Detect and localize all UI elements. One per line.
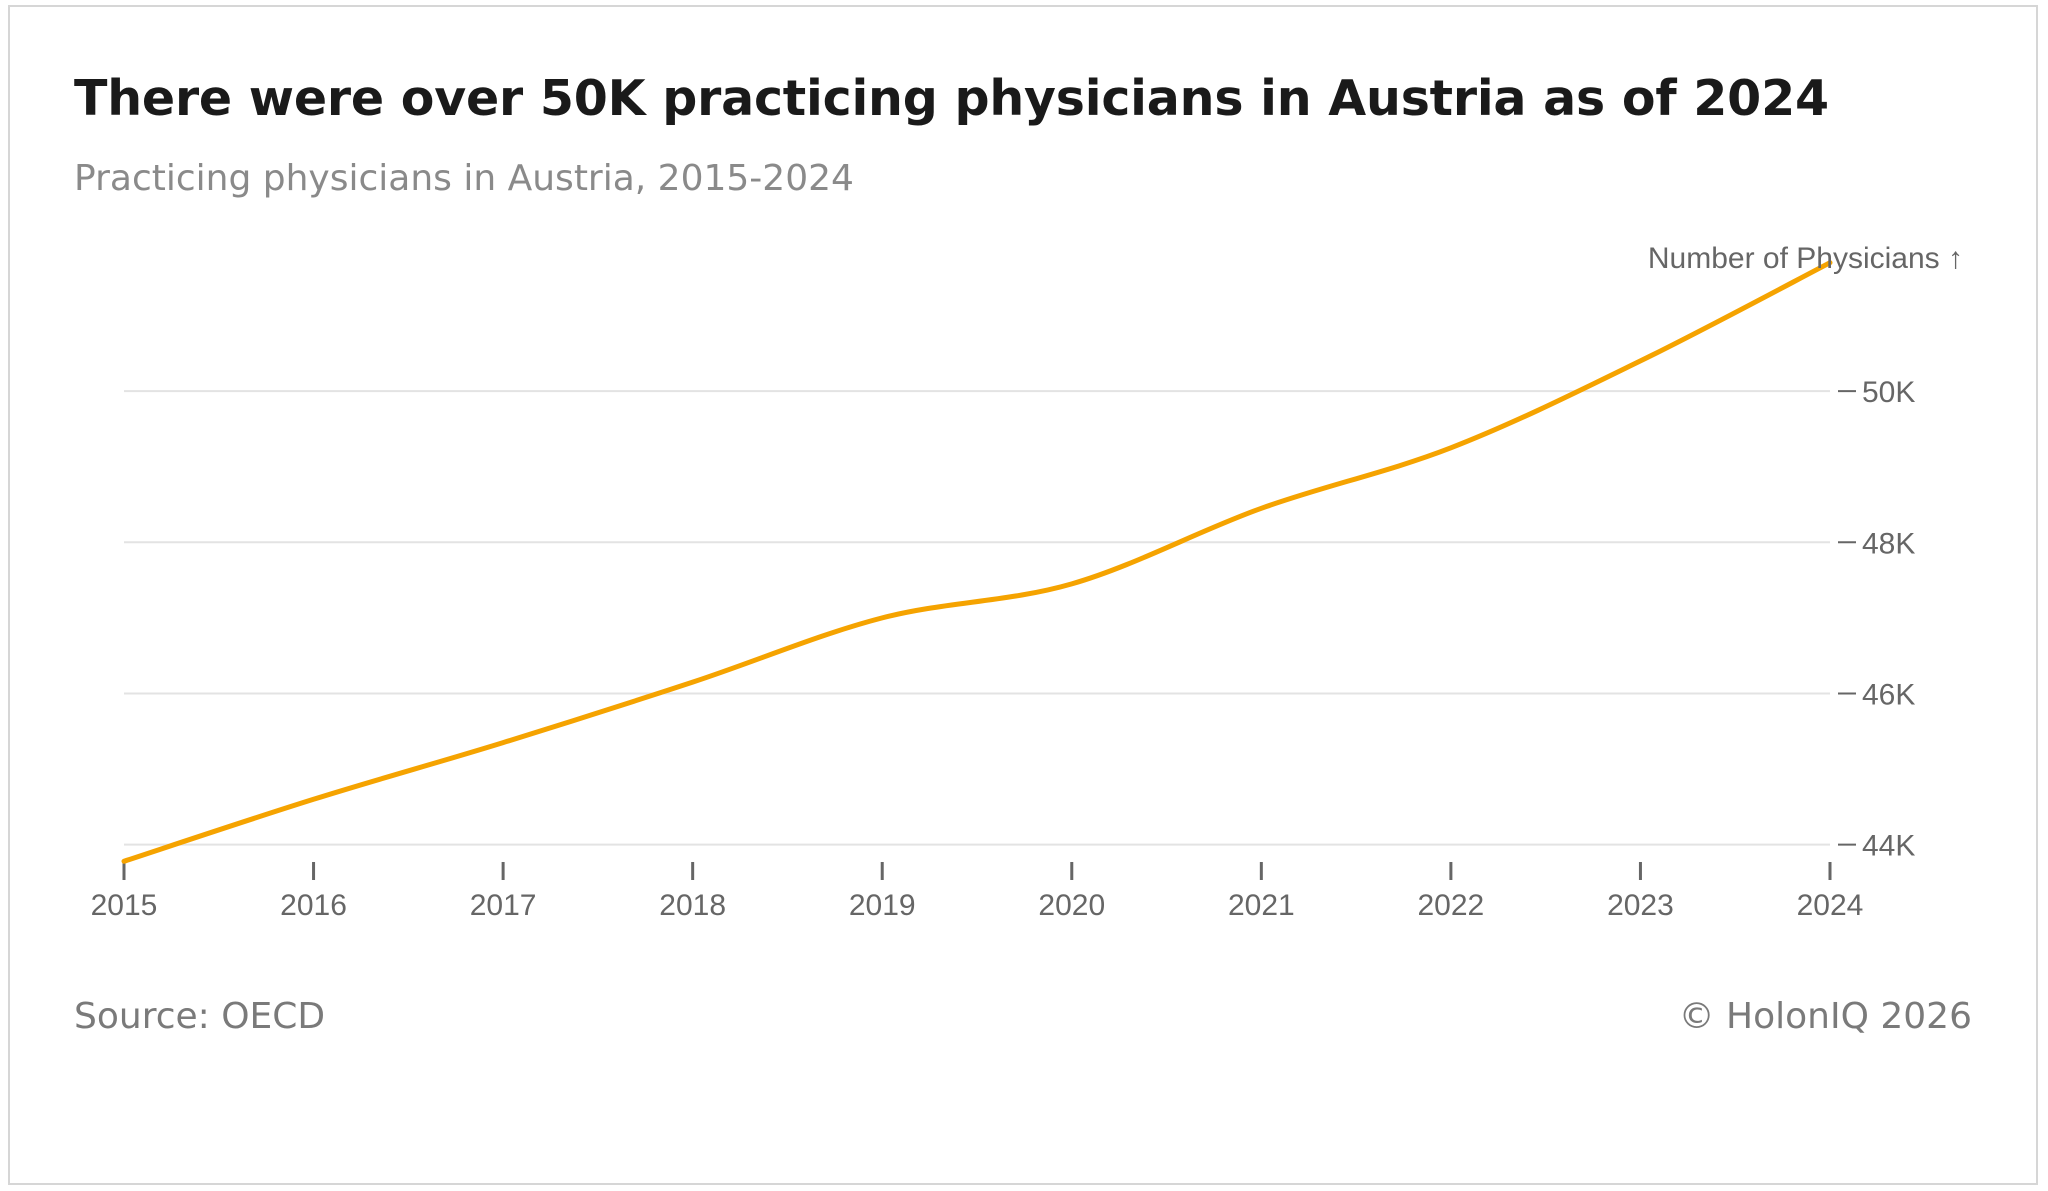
y-tick-label: 44K xyxy=(1862,830,1915,863)
x-tick-label: 2018 xyxy=(659,889,726,922)
x-axis: 2015 2016 2017 2018 2019 2020 2021 2022 2023 2024 xyxy=(91,862,1864,922)
copyright-note: © HolonIQ 2026 xyxy=(1678,996,1972,1037)
chart-subtitle: Practicing physicians in Austria, 2015-2… xyxy=(74,158,854,199)
chart-title: There were over 50K practicing physician… xyxy=(74,70,1829,127)
x-tick-label: 2020 xyxy=(1038,889,1105,922)
x-tick-label: 2019 xyxy=(849,889,916,922)
x-tick-label: 2015 xyxy=(91,889,158,922)
x-tick-label: 2024 xyxy=(1797,889,1864,922)
y-axis: 44K 46K 48K 50K xyxy=(1838,376,1915,863)
y-tick-label: 48K xyxy=(1862,527,1915,560)
series xyxy=(121,260,1833,864)
gridlines xyxy=(124,390,1830,846)
y-tick-label: 50K xyxy=(1862,376,1915,409)
x-tick-label: 2021 xyxy=(1228,889,1295,922)
y-axis-label: Number of Physicians ↑ xyxy=(1648,242,1963,275)
x-tick-label: 2022 xyxy=(1418,889,1485,922)
y-tick-label: 46K xyxy=(1862,678,1915,711)
series-line xyxy=(121,260,1833,864)
x-tick-label: 2023 xyxy=(1607,889,1674,922)
x-tick-label: 2017 xyxy=(470,889,537,922)
x-tick-label: 2016 xyxy=(280,889,347,922)
source-note: Source: OECD xyxy=(74,996,326,1037)
